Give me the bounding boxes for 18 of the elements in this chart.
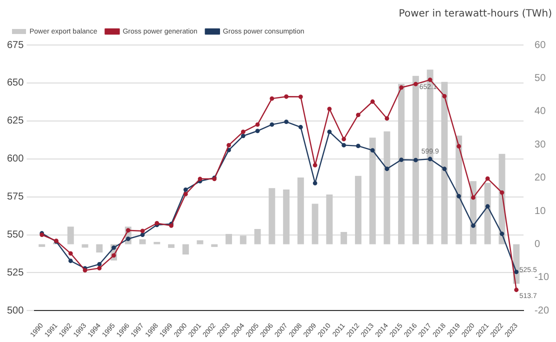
- y2-tick-label: -20: [534, 305, 550, 316]
- y2-tick-label: 40: [534, 106, 546, 118]
- y2-tick-label: 30: [534, 139, 546, 150]
- y-tick-label: 650: [6, 78, 24, 89]
- y-tick-label: 500: [6, 305, 24, 316]
- y2-tick-label: 50: [534, 72, 546, 84]
- y-tick-label: 525: [6, 267, 24, 278]
- y2-tick-label: 60: [534, 40, 546, 51]
- y-tick-label: 575: [6, 192, 24, 203]
- y-tick-label: 550: [6, 230, 24, 241]
- y-tick-label: 675: [6, 40, 24, 51]
- y2-tick-label: 10: [534, 206, 546, 217]
- y2-tick-label: 0: [534, 239, 541, 250]
- y2-tick-label: 20: [534, 172, 546, 184]
- y2-tick-label: -10: [534, 272, 550, 284]
- y-tick-label: 625: [6, 116, 24, 127]
- chart-title: Power in terawatt-hours (TWh): [398, 8, 552, 20]
- y-tick-label: 600: [6, 154, 24, 165]
